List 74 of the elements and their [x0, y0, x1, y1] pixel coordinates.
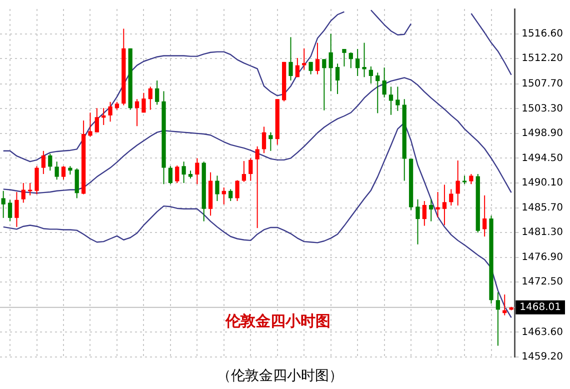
candlestick	[228, 188, 233, 202]
candlestick	[382, 67, 386, 98]
candlestick	[195, 158, 200, 185]
candlestick	[302, 48, 306, 70]
candlestick	[48, 153, 52, 172]
candlestick	[442, 184, 447, 226]
candlestick	[308, 61, 313, 75]
candlestick	[288, 36, 293, 82]
candlestick	[368, 66, 374, 84]
candlestick	[422, 200, 426, 226]
y-tick-label: 1459.20	[522, 352, 564, 363]
y-tick-label: 1503.30	[522, 103, 564, 114]
candlestick	[469, 173, 474, 185]
candlestick	[222, 187, 226, 205]
candlestick	[456, 160, 460, 206]
candlestick	[342, 48, 346, 67]
candlestick	[268, 132, 273, 152]
candlestick	[348, 52, 353, 69]
candlestick	[262, 126, 266, 154]
y-tick-label: 1481.30	[522, 227, 564, 238]
candlestick	[429, 198, 434, 222]
candlestick	[134, 98, 140, 127]
candlestick	[148, 86, 152, 110]
candlestick	[376, 72, 380, 114]
candlestick	[255, 146, 260, 229]
candlestick	[182, 161, 186, 184]
text: （伦敦金四小时图）	[216, 367, 344, 385]
candlestick	[315, 42, 320, 75]
candlestick	[8, 199, 12, 222]
candlestick	[295, 57, 300, 78]
candlestick	[322, 58, 326, 111]
candlestick	[74, 168, 79, 199]
candlestick	[215, 175, 220, 202]
candlestick	[14, 192, 19, 228]
y-tick-label: 1485.70	[522, 202, 564, 214]
candlestick	[328, 33, 333, 92]
candlestick	[248, 158, 253, 182]
candlestick	[88, 112, 92, 138]
candlestick	[94, 108, 99, 133]
y-tick-label: 1507.70	[522, 78, 564, 90]
candlestick	[335, 63, 340, 95]
candlestick	[175, 165, 180, 184]
candlestick	[168, 166, 173, 185]
y-tick-label: 1490.10	[522, 178, 564, 189]
candlestick	[1, 190, 6, 218]
candlestick	[356, 48, 360, 77]
y-tick-label: 1494.50	[522, 152, 564, 164]
ref-line-label: 1468.01	[520, 302, 562, 313]
y-tick-label: 1516.60	[522, 28, 564, 40]
y-tick-label: 1476.90	[522, 252, 564, 263]
candlestick	[362, 42, 366, 78]
candlestick	[28, 182, 32, 196]
candlestick	[496, 292, 500, 346]
candlestick	[482, 194, 487, 237]
y-tick-label: 1472.50	[522, 276, 564, 288]
candlestick	[235, 180, 240, 202]
candlestick	[416, 198, 420, 245]
candlestick	[108, 101, 112, 122]
candlestick	[396, 86, 400, 112]
y-tick-label: 1512.20	[522, 53, 564, 64]
y-tick-label: 1463.60	[522, 326, 564, 338]
candlestick	[449, 188, 454, 206]
y-tick-label: 1498.90	[522, 128, 564, 140]
candlestick	[142, 92, 146, 114]
annotation: 伦敦金四小时图	[224, 312, 330, 330]
candlestick	[34, 166, 39, 195]
candlestick	[21, 182, 26, 204]
candlestick	[41, 150, 46, 174]
candlestick	[54, 161, 59, 180]
candlestick	[436, 192, 440, 218]
candlestick	[154, 80, 160, 106]
candlestick	[242, 160, 246, 182]
candlestick	[61, 166, 66, 180]
candlestick	[388, 86, 394, 116]
